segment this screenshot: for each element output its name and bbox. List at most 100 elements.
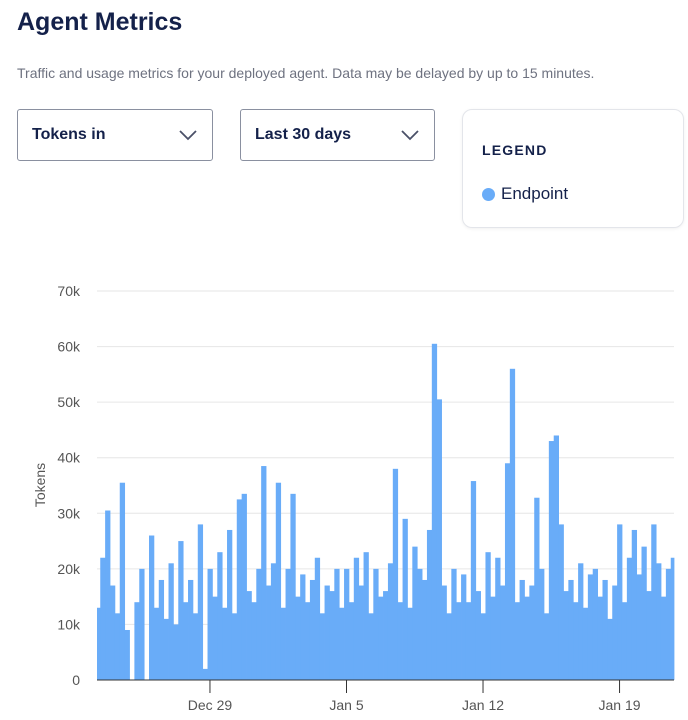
data-bar [553,435,559,680]
data-bar [202,668,208,680]
data-bar [451,568,457,680]
data-bar [436,399,442,680]
data-bar [183,602,189,680]
data-bar [534,497,540,680]
data-bar [514,602,520,680]
data-bar [309,579,316,680]
data-bar [568,579,574,680]
data-bar [246,591,252,680]
data-bar [173,624,179,680]
legend-title: LEGEND [482,142,548,158]
data-bar [446,613,452,680]
legend-swatch [482,187,495,201]
data-bar [358,585,364,680]
data-bar [290,493,296,680]
data-bar [217,552,223,680]
data-bar [558,524,564,680]
data-bar [348,602,355,680]
data-bar [636,574,642,680]
data-bar [97,607,101,680]
data-bar [300,574,306,680]
data-bar [163,618,169,680]
data-bar [149,535,155,680]
data-bar [373,568,379,680]
data-bar [587,574,594,680]
data-bar [607,618,613,680]
data-bar [295,596,301,680]
data-bar [368,613,374,680]
data-bar [617,524,623,680]
data-bar [285,568,291,680]
data-bar [431,343,438,680]
data-bar [168,563,174,680]
data-bar [402,518,408,680]
data-bar [256,568,262,680]
data-bar [670,557,675,680]
data-bar [383,591,389,680]
data-bar [124,629,130,680]
chevron-down-icon [179,130,197,141]
data-bar [319,613,325,680]
data-bar [387,563,394,680]
data-bar [495,557,501,680]
y-tick-label: 10k [57,616,81,632]
data-bar [231,613,238,680]
data-bar [422,579,428,680]
data-bar [621,602,628,680]
data-bar [485,552,491,680]
data-bar [490,596,496,680]
data-bar [646,591,652,680]
data-bar [324,585,330,680]
data-bar [105,510,111,680]
date-range-select[interactable]: Last 30 days [240,109,435,161]
y-tick-label: 50k [57,394,81,410]
y-tick-label: 70k [57,283,81,299]
y-axis-label: Tokens [32,463,48,507]
y-tick-label: 20k [57,561,81,577]
data-bar [139,568,145,680]
data-bar [119,482,126,680]
data-bar [241,493,247,680]
data-bar [524,596,530,680]
data-bar [197,524,204,680]
data-bar [212,596,218,680]
data-bar [236,499,243,680]
page-subtitle: Traffic and usage metrics for your deplo… [17,65,595,81]
y-tick-label: 0 [72,672,80,688]
data-bar [660,596,667,680]
data-bar [266,585,272,680]
chevron-down-icon [401,130,419,141]
data-bar [509,368,516,680]
data-bar [110,585,116,680]
data-bar [280,607,286,680]
data-bar [602,579,608,680]
data-bar [329,591,335,680]
x-tick-label: Dec 29 [188,697,233,713]
data-bar [573,602,579,680]
page-title: Agent Metrics [17,8,183,36]
data-bar [344,568,350,680]
data-bar [631,529,638,680]
y-tick-label: 60k [57,339,81,355]
data-bar [251,602,257,680]
metric-select-value: Tokens in [32,126,106,143]
data-bar [582,607,589,680]
data-bar [334,568,340,680]
data-bar [314,557,321,680]
data-bar [207,568,213,680]
data-bar [475,591,481,680]
data-bar [543,613,550,680]
data-bar [339,607,345,680]
data-bar [563,591,569,680]
data-bar [665,568,672,680]
date-range-select-value: Last 30 days [255,126,352,143]
metric-select[interactable]: Tokens in [17,109,213,161]
legend-item-label: Endpoint [501,184,569,203]
data-bar [392,468,399,680]
data-bar [114,613,121,680]
data-bar [626,557,633,680]
data-bar [158,579,165,680]
data-bar [548,441,555,680]
y-tick-label: 30k [57,505,81,521]
data-bar [456,602,462,680]
